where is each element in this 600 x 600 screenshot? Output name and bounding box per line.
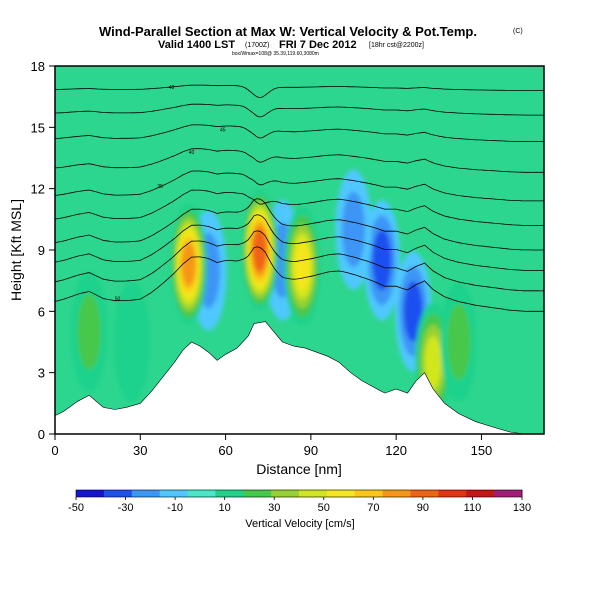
updraft-cell-2 [241, 189, 278, 311]
colorbar-tick-label: 110 [464, 502, 482, 514]
downdraft-cell-3 [363, 200, 401, 321]
colorbar: -50 -30 -10 10 30 50 70 90 110 130 [68, 489, 531, 514]
terrain-silhouette [55, 321, 544, 434]
isentrope-line [55, 189, 544, 226]
updraft-cell-4 [71, 271, 108, 392]
x-tick-label: 0 [51, 443, 58, 458]
y-tick-label: 15 [31, 120, 45, 135]
x-tick-label: 30 [133, 443, 147, 458]
y-tick-label: 3 [38, 366, 45, 381]
x-axis-label: Distance [nm] [256, 461, 342, 477]
updraft-cell-3 [284, 206, 321, 327]
chart-title-mark: (C) [513, 28, 523, 35]
y-tick-label: 0 [38, 427, 45, 442]
colorbar-tick-label: -50 [68, 502, 84, 514]
colorbar-swatch [131, 490, 161, 497]
colorbar-swatch [410, 490, 439, 497]
isentrope-label: 40 [189, 150, 195, 156]
colorbar-swatch [215, 490, 244, 497]
y-tick-label: 12 [31, 182, 45, 197]
isentrope-line [55, 148, 544, 173]
colorbar-tick-label: 10 [219, 502, 231, 514]
chart-subtitle-valid: Valid 1400 LST [158, 39, 235, 51]
chart-subtitle-date: FRI 7 Dec 2012 [279, 39, 357, 51]
colorbar-swatch [466, 490, 495, 497]
isentrope-label: 48 [169, 85, 175, 91]
x-tick-label: 90 [304, 443, 318, 458]
colorbar-label: Vertical Velocity [cm/s] [245, 518, 354, 530]
colorbar-frame [75, 489, 523, 498]
x-axis: 0 30 60 90 120 150 [51, 434, 492, 458]
chart-subtitle-run: [18hr cst@2200z] [369, 42, 424, 49]
colorbar-swatch [243, 490, 272, 497]
plot-area: 50 35 40 45 48 [54, 65, 545, 435]
updraft-cell-1 [170, 204, 207, 325]
isentrope-line [55, 246, 544, 312]
colorbar-swatch [187, 490, 216, 497]
x-tick-label: 60 [218, 443, 232, 458]
colorbar-swatch [382, 490, 411, 497]
colorbar-tick-label: 130 [513, 502, 531, 514]
colorbar-swatch [326, 490, 356, 497]
isentrope-line [55, 230, 544, 292]
y-tick-label: 6 [38, 304, 45, 319]
colorbar-tick-label: -30 [118, 502, 134, 514]
updraft-cell-7 [440, 281, 477, 403]
colorbar-swatch [159, 490, 188, 497]
isentrope-line [55, 198, 544, 251]
colorbar-swatch [299, 490, 328, 497]
colorbar-swatch [354, 490, 384, 497]
colorbar-tick-label: 90 [417, 502, 429, 514]
isentrope-label: 45 [220, 127, 226, 133]
colorbar-swatch [494, 490, 523, 497]
velocity-field [71, 169, 477, 423]
colorbar-swatch [103, 490, 133, 497]
isentrope-line [55, 170, 544, 202]
isentrope-line [55, 103, 544, 118]
isentrope-line [55, 124, 544, 142]
colorbar-tick-label: 30 [268, 502, 280, 514]
isentrope-label: 50 [115, 296, 121, 302]
x-tick-label: 150 [471, 443, 493, 458]
colorbar-tick-label: -10 [167, 502, 183, 514]
y-axis: 0 3 6 9 12 15 18 [31, 59, 55, 442]
colorbar-swatch [76, 490, 105, 497]
terrain [55, 321, 544, 434]
chart-title-group: Wind-Parallel Section at Max W: Vertical… [99, 24, 523, 57]
y-tick-label: 18 [31, 59, 45, 74]
chart-subtitle-utc: (1700Z) [245, 42, 270, 49]
x-tick-label: 120 [385, 443, 407, 458]
updraft-cell-5 [113, 281, 150, 403]
isentrope-line [55, 84, 544, 99]
colorbar-tick-label: 50 [318, 502, 330, 514]
y-tick-label: 9 [38, 243, 45, 258]
isentrope-label: 35 [157, 184, 163, 190]
colorbar-swatch [271, 490, 300, 497]
colorbar-tick-label: 70 [367, 502, 379, 514]
y-axis-label: Height [Kft MSL] [8, 199, 24, 301]
chart-title: Wind-Parallel Section at Max W: Vertical… [99, 24, 477, 39]
chart-subtitle-location: box/Wmax=108@ 35.39,119.60,3080m [232, 51, 319, 57]
colorbar-swatch [438, 490, 467, 497]
isentrope-line [55, 214, 544, 271]
isentrope-contours: 50 35 40 45 48 [55, 84, 544, 312]
